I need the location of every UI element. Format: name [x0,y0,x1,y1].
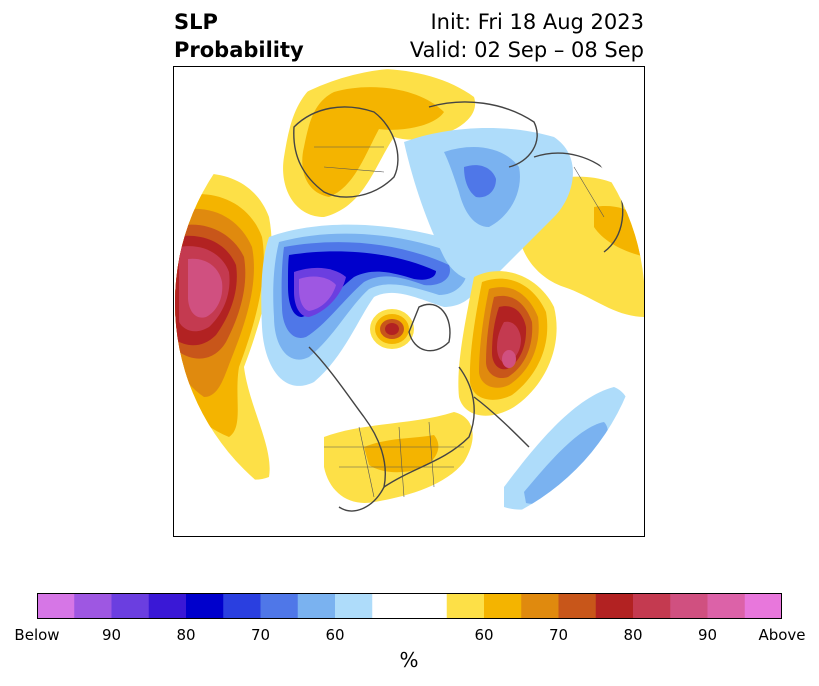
colorbar-tick-label: 60 [325,626,345,644]
validity-info: Init: Fri 18 Aug 2023 Valid: 02 Sep – 08… [410,8,644,64]
colorbar [37,593,783,619]
map-canvas [175,68,644,536]
colorbar-tick-label: 80 [176,626,196,644]
colorbar-swatch [297,593,336,619]
probability-field [175,68,644,536]
pacific-above-anomaly [175,173,272,480]
colorbar-swatch [260,593,299,619]
colorbar-swatch [446,593,485,619]
canada-below-anomaly [261,224,483,386]
valid-range: Valid: 02 Sep – 08 Sep [409,38,644,62]
colorbar-swatch [633,593,671,619]
colorbar-swatch [707,593,746,619]
colorbar-tick-label: 70 [548,626,569,644]
title-line-2: Probability [174,38,304,62]
europe-above-anomaly [283,68,476,217]
atlantic-below-anomaly [504,387,631,510]
colorbar-swatch [409,593,448,619]
colorbar-tick-label: 60 [474,626,494,644]
colorbar-swatch [186,593,224,619]
colorbar-tick-label: 80 [623,626,643,644]
colorbar-swatch [521,593,559,619]
colorbar-swatch [595,593,634,619]
colorbar-swatch [148,593,187,619]
colorbar-tick-label: 90 [101,626,122,644]
colorbar-swatch [670,593,708,619]
colorbar-swatch [37,593,75,619]
atlantic-above-anomaly [458,271,557,416]
colorbar-swatch [372,593,410,619]
init-date: Init: Fri 18 Aug 2023 [430,10,644,34]
arctic-below-anomaly [404,127,573,281]
title-line-1: SLP [174,10,218,34]
colorbar-swatch [484,593,522,619]
chart-title: SLP Probability [174,8,304,64]
colorbar-swatch [223,593,261,619]
colorbar-swatch [111,593,150,619]
colorbar-swatch [74,593,112,619]
colorbar-swatch [335,593,373,619]
probability-map [173,66,645,537]
colorbar-border [37,593,782,619]
colorbar-swatch [744,593,783,619]
colorbar-svg [37,593,783,619]
colorbar-tick-label: Below [14,626,60,644]
colorbar-tick-label: 90 [697,626,718,644]
colorbar-tick-label: 70 [250,626,271,644]
hudson-above-anomaly [370,309,414,349]
colorbar-tick-label: Above [758,626,806,644]
colorbar-swatch [558,593,597,619]
borders [314,146,605,498]
colorbar-unit-label: % [399,648,419,672]
